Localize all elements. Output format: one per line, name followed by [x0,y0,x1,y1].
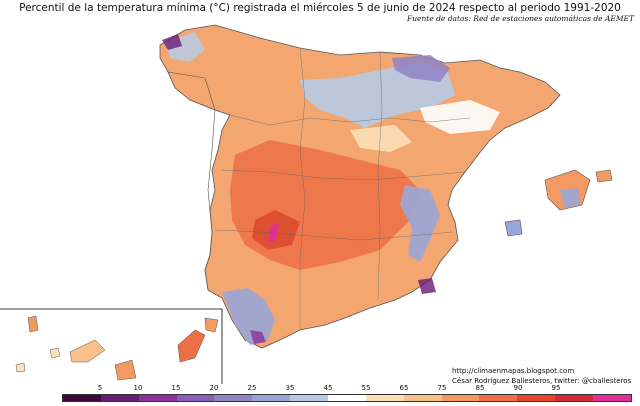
legend-tick-label: 65 [399,384,409,392]
legend-color-15 [593,395,631,401]
legend-colorbar [62,394,632,402]
legend-color-13 [517,395,556,401]
legend-tick-label: 20 [209,384,219,392]
legend-color-6 [252,395,291,401]
legend-tick-label: 10 [133,384,143,392]
neutral-patch-north [420,100,500,134]
cold-murcia-spot [418,278,436,294]
extreme-spot [268,222,278,242]
cold-pyrenees [392,55,450,82]
legend-color-9 [365,395,404,401]
canary-inset-frame [0,308,223,384]
legend-color-10 [403,395,442,401]
cold-cadiz-spot [250,330,266,344]
legend-tick-label: 75 [437,384,447,392]
legend-tick-label: 85 [475,384,485,392]
cool-valencia-coast [400,185,440,262]
galicia-cold-spot [162,34,182,50]
legend-color-5 [214,395,253,401]
legend-color-8 [328,395,366,401]
neutral-patch-center [350,125,412,152]
map-title: Percentil de la temperatura mínima (°C) … [19,2,621,14]
canary-lanzarote [204,317,219,333]
canary-la-gomera [49,347,61,359]
legend-color-11 [441,395,480,401]
balearic-ibiza [504,219,523,237]
legend-tick-label: 90 [513,384,523,392]
portugal-border [167,71,216,291]
credit-url[interactable]: http://climaenmapas.blogspot.com [452,367,575,375]
credit-author: César Rodríguez Ballesteros, twitter: @c… [452,377,632,385]
cool-southwest-region [222,288,275,345]
legend-tick-label: 5 [97,384,103,392]
legend-tick-label: 95 [551,384,561,392]
legend-color-4 [176,395,215,401]
province-lines [214,47,471,330]
canary-tenerife [69,339,106,363]
legend-color-1 [63,395,101,401]
canary-el-hierro [15,362,26,373]
legend-color-3 [138,395,177,401]
legend-tick-label: 45 [323,384,333,392]
balearic-menorca [595,169,613,183]
legend-tick-label: 55 [361,384,371,392]
data-source: Fuente de datos: Red de estaciones autom… [406,14,634,23]
canary-fuerteventura [177,329,206,363]
legend-tick-labels: 5 10 15 20 25 35 45 55 65 75 85 90 95 [62,384,632,394]
legend-color-7 [290,395,329,401]
legend-tick-label: 15 [171,384,181,392]
canary-la-palma [27,315,39,333]
legend-tick-label: 35 [285,384,295,392]
balearic-mallorca-cool [560,188,580,208]
legend-color-14 [555,395,594,401]
legend-color-12 [479,395,518,401]
legend-tick-label: 25 [247,384,257,392]
legend-color-2 [100,395,139,401]
canary-gran-canaria [114,359,137,381]
